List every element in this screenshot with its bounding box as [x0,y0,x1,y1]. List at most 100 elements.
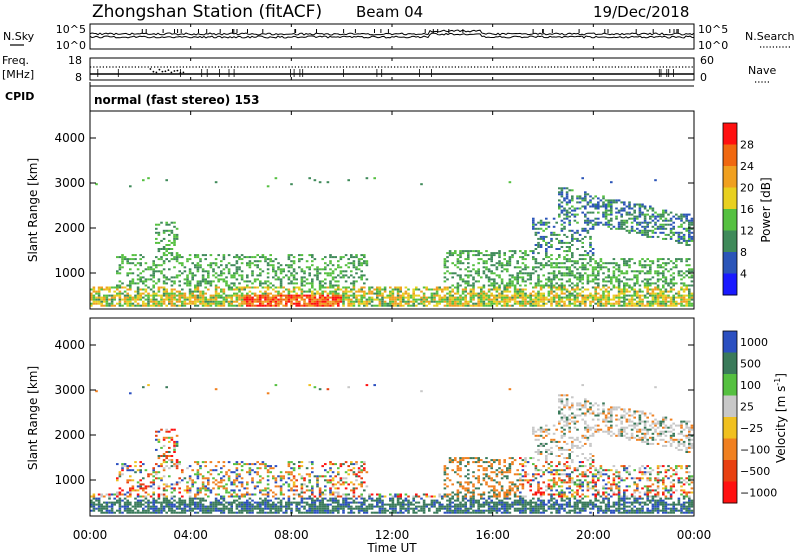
power-cell [175,237,179,240]
velocity-cell [381,507,384,510]
velocity-cell [342,503,345,506]
velocity-cell [298,473,301,476]
velocity-cell [121,505,124,508]
power-cell [563,221,566,224]
power-cell [118,280,122,283]
velocity-cell [155,509,158,512]
velocity-cell [396,501,400,504]
velocity-cell [259,467,262,470]
power-cell [355,268,358,271]
power-cell [690,268,694,271]
velocity-cell [194,505,197,508]
power-cell [662,215,665,218]
power-cell [506,260,509,263]
velocity-cell [326,503,330,506]
power-cell [261,270,265,273]
power-cell [435,294,439,297]
power-cell [597,262,600,265]
power-cell [464,294,467,297]
velocity-cell [264,463,267,466]
velocity-cell [287,505,291,508]
power-cell [318,288,322,291]
velocity-cell [220,485,223,488]
power-cell [581,282,584,285]
power-cell [545,284,548,287]
power-cell [331,304,335,307]
power-cell [422,286,426,289]
power-cell [578,258,582,261]
power-cell [311,280,314,283]
power-cell [443,262,447,265]
power-cell [467,284,470,287]
power-cell [407,288,410,291]
power-cell [620,225,623,228]
power-cell [571,235,574,238]
power-cell [144,284,148,287]
power-cell [581,197,584,200]
power-cell [664,290,668,293]
power-cell [542,292,545,295]
power-cell [339,296,343,299]
velocity-cell [248,507,252,510]
power-cell [659,258,662,261]
power-cell [659,288,662,291]
velocity-cell [251,499,254,502]
power-cell [313,258,317,261]
power-cell [264,296,267,299]
power-cell [560,205,564,208]
power-cell [352,266,356,269]
velocity-cell [274,497,278,500]
power-cell [235,296,239,299]
power-cell [134,304,137,307]
power-cell [227,268,231,271]
power-cell [139,262,142,265]
power-cell [485,262,488,265]
power-cell [256,298,259,301]
power-cell [625,225,629,228]
power-cell [194,290,197,293]
velocity-cell [235,477,239,480]
power-cell [615,280,618,283]
power-cell [537,304,540,307]
power-cell [170,304,174,307]
power-cell [558,286,561,289]
velocity-cell [173,503,176,506]
power-cell [160,221,163,224]
power-cell [279,272,283,275]
power-cell [266,185,270,188]
power-cell [277,294,280,297]
power-cell [415,294,418,297]
velocity-cell [147,503,150,506]
velocity-cell [186,509,189,512]
power-cell [638,231,642,234]
power-cell [623,288,626,291]
power-cell [513,290,517,293]
velocity-cell [100,511,103,514]
power-cell [168,302,171,305]
power-cell [256,300,259,303]
velocity-cell [139,511,142,514]
velocity-cell [204,465,207,468]
power-cell [472,250,475,253]
power-cell [441,296,444,299]
nsky-label: N.Sky [3,30,35,43]
power-cell [357,294,361,297]
power-cell [300,268,304,271]
velocity-cell [196,469,200,472]
power-cell [339,266,343,269]
power-cell [638,215,642,218]
power-cell [170,254,174,257]
power-cell [344,290,348,293]
power-cell [565,197,569,200]
power-cell [209,280,213,283]
power-cell [604,294,608,297]
velocity-cell [116,501,119,504]
power-cell [625,219,629,222]
power-cell [321,258,324,261]
velocity-cell [129,469,132,472]
power-cell [513,266,517,269]
power-cell [277,292,280,295]
power-cell [334,276,337,279]
power-cell [139,304,142,307]
power-cell [214,258,218,261]
